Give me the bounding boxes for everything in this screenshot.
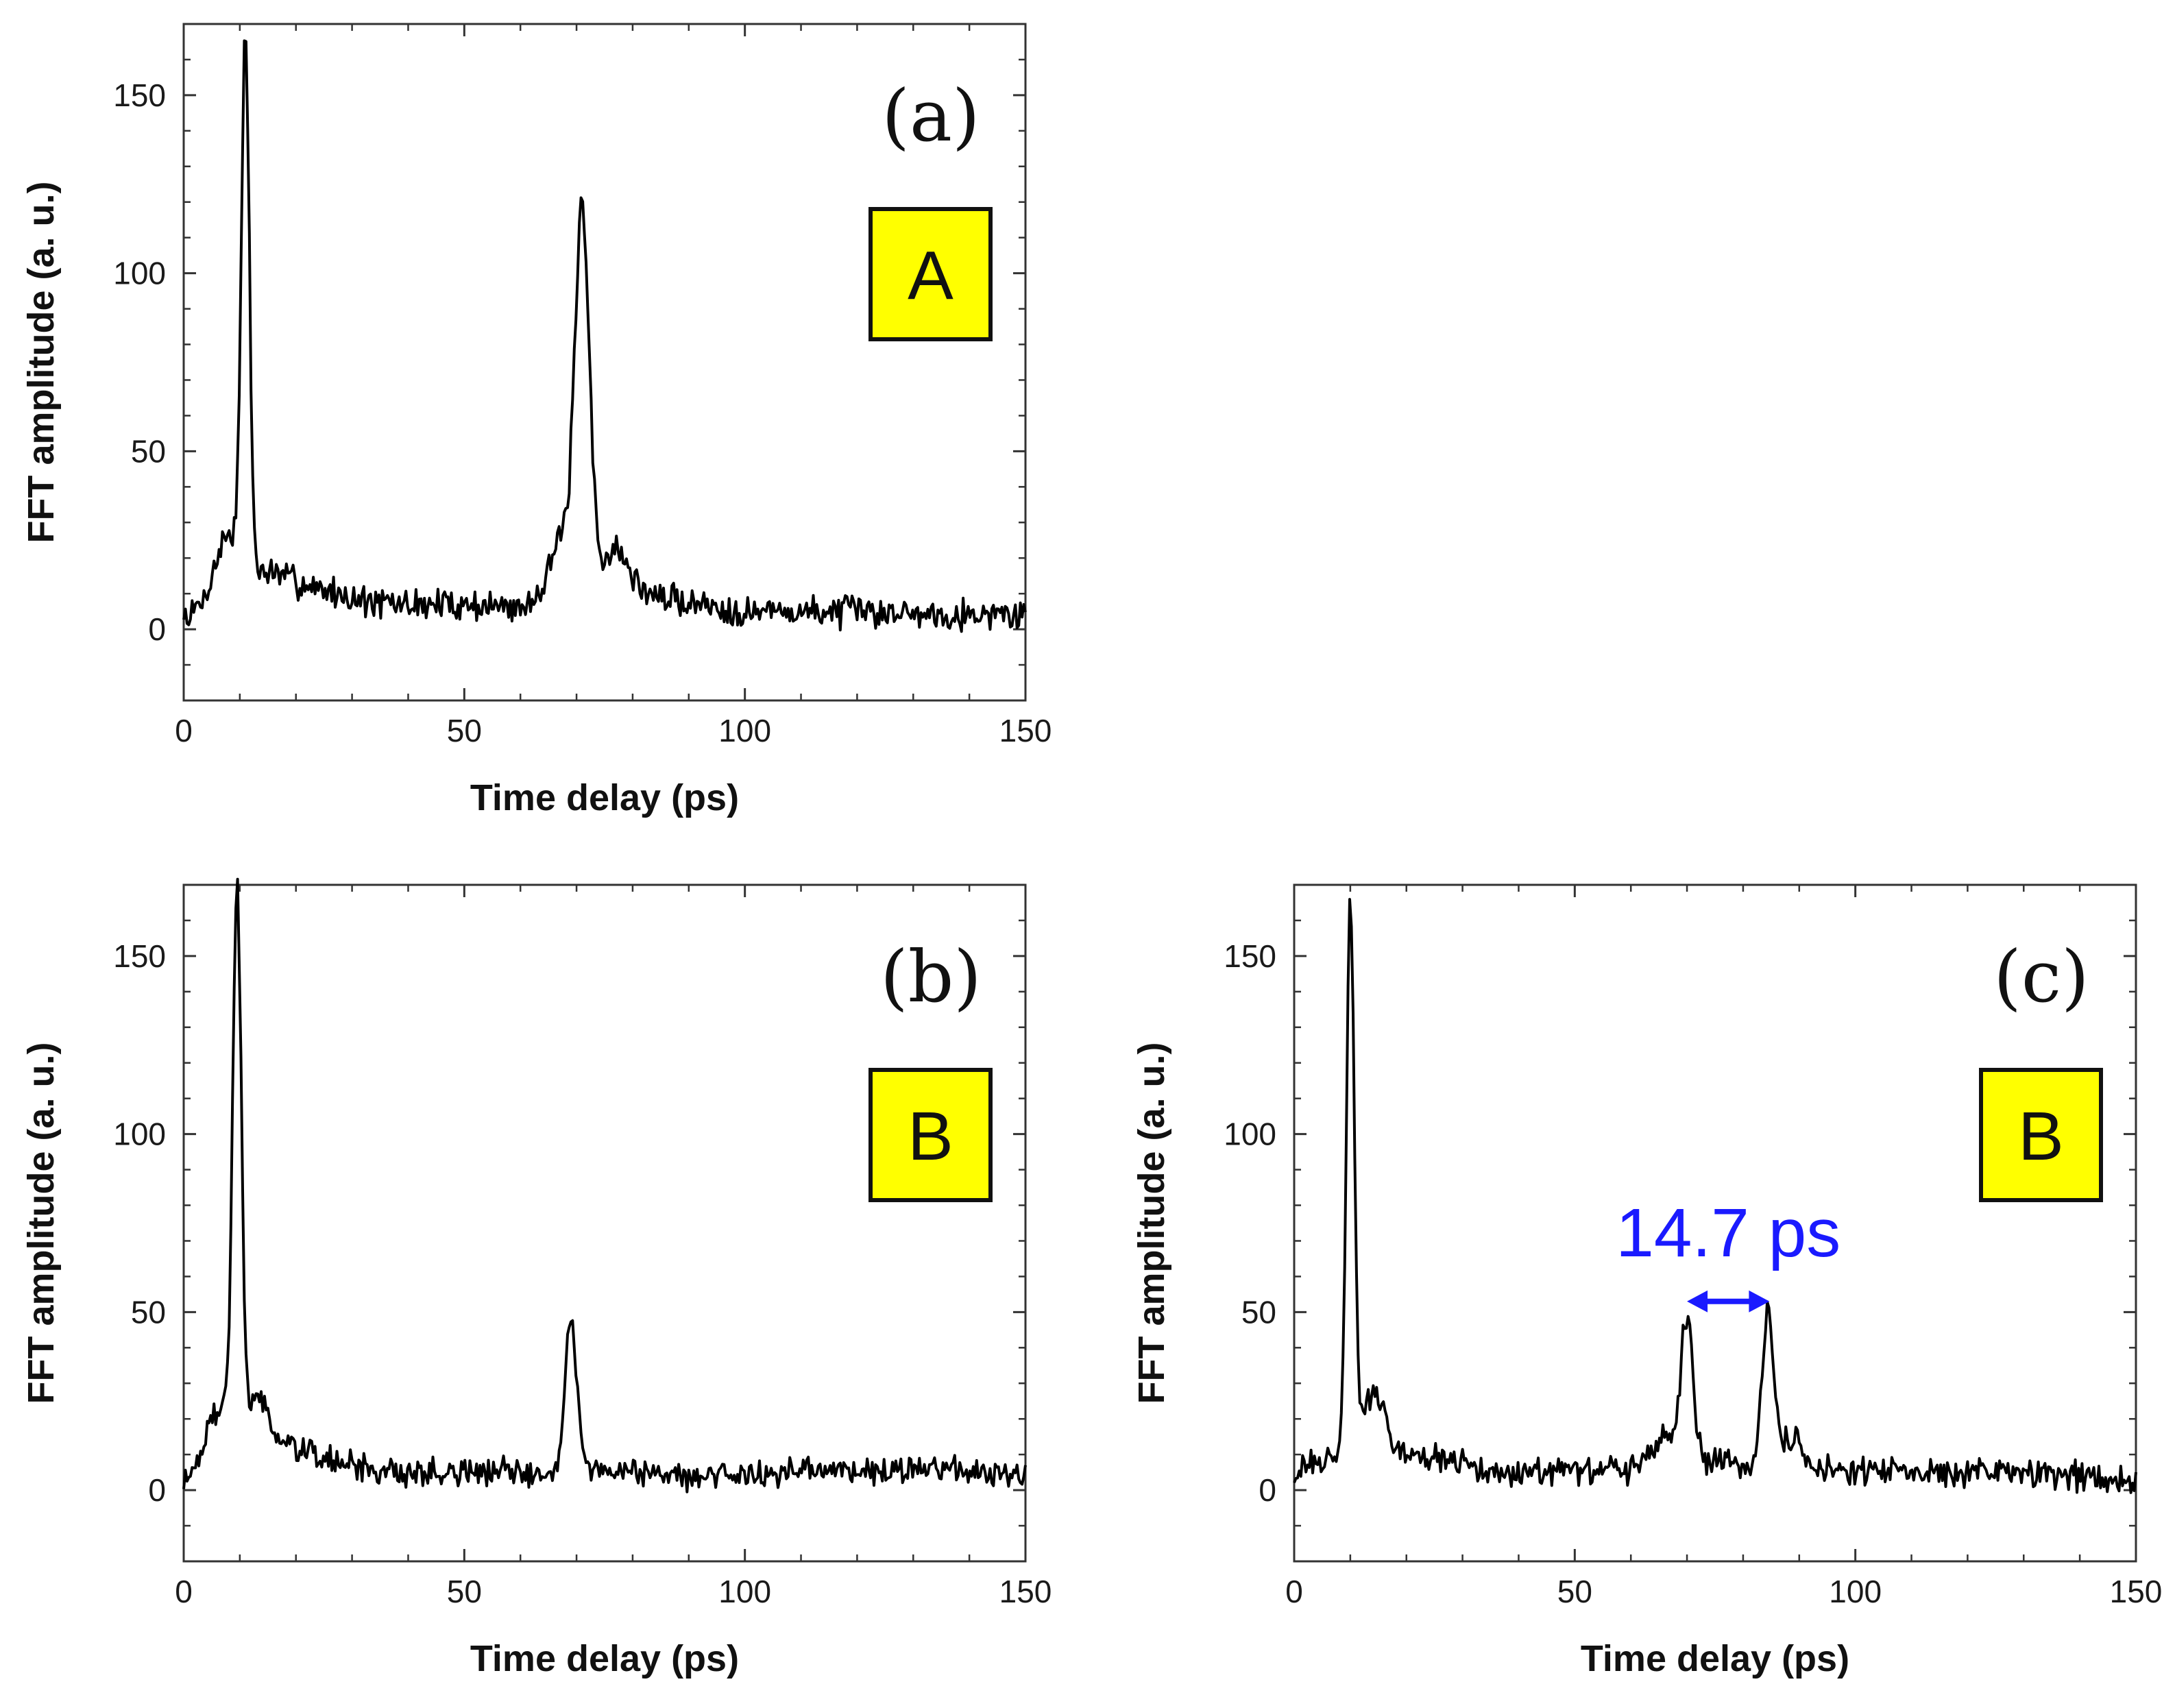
y-tick-label: 0	[148, 611, 166, 647]
y-axis-title: FFT amplitude (a. u.)	[21, 1042, 62, 1404]
x-tick-label: 150	[999, 713, 1052, 748]
plot-frame	[182, 883, 1027, 1563]
panel-label: (a)	[882, 74, 980, 158]
interval-annotation-label: 14.7 ps	[1616, 1195, 1840, 1271]
x-tick-label: 100	[718, 1574, 771, 1609]
x-tick-label: 50	[447, 1574, 482, 1609]
sample-label-box	[868, 1068, 993, 1202]
x-tick-label: 50	[1557, 1574, 1592, 1609]
y-tick-label: 50	[131, 1294, 166, 1330]
fft-series-line	[182, 39, 1027, 633]
x-tick-label: 0	[1285, 1574, 1303, 1609]
x-tick-label: 150	[2110, 1574, 2163, 1609]
y-tick-label: 50	[131, 433, 166, 469]
y-tick-label: 50	[1241, 1294, 1276, 1330]
sample-label-box	[1979, 1068, 2103, 1202]
y-tick-label: 150	[113, 938, 166, 974]
sample-label-box	[868, 207, 993, 341]
plot-frame	[182, 23, 1027, 702]
plot-frame	[1293, 883, 2137, 1563]
chart-panel-c: 0 50 100 150 0 50 100 150 Time delay (ps) FFT amp…	[1131, 883, 2163, 1679]
sample-label-text: B	[908, 1098, 953, 1175]
y-tick-label: 150	[113, 77, 166, 113]
y-tick-label: 0	[1259, 1472, 1276, 1508]
y-tick-label: 100	[1224, 1117, 1276, 1152]
y-tick-label: 100	[113, 256, 166, 291]
x-tick-label: 100	[718, 713, 771, 748]
y-axis-title: FFT amplitude (a. u.)	[1131, 1042, 1172, 1404]
chart-panel-b: 0 50 100 150 0 50 100 150 Time delay (ps) FFT amp…	[21, 877, 1052, 1679]
panel-label: (c)	[1993, 935, 2089, 1018]
x-tick-label: 0	[175, 1574, 193, 1609]
sample-label-text: B	[2018, 1098, 2064, 1175]
x-axis-title: Time delay (ps)	[470, 777, 739, 818]
sample-label-text: A	[908, 237, 953, 314]
y-tick-label: 150	[1224, 938, 1276, 974]
x-axis-title: Time delay (ps)	[1581, 1638, 1849, 1679]
y-axis-title: FFT amplitude (a. u.)	[21, 182, 62, 544]
y-tick-label: 0	[148, 1472, 166, 1508]
fft-series-line	[1293, 898, 2137, 1494]
chart-panel-a: 0 50 100 150 0 50 100 150 Time delay (ps) FFT amp…	[21, 23, 1052, 818]
x-tick-label: 100	[1829, 1574, 1882, 1609]
x-tick-label: 0	[175, 713, 193, 748]
fft-series-line	[182, 877, 1027, 1493]
interval-arrow-left-head	[1687, 1290, 1708, 1313]
interval-arrow-right-head	[1749, 1290, 1770, 1313]
x-tick-label: 50	[447, 713, 482, 748]
x-axis-title: Time delay (ps)	[470, 1638, 739, 1679]
x-tick-label: 150	[999, 1574, 1052, 1609]
panel-label: (b)	[880, 935, 982, 1018]
y-tick-label: 100	[113, 1117, 166, 1152]
